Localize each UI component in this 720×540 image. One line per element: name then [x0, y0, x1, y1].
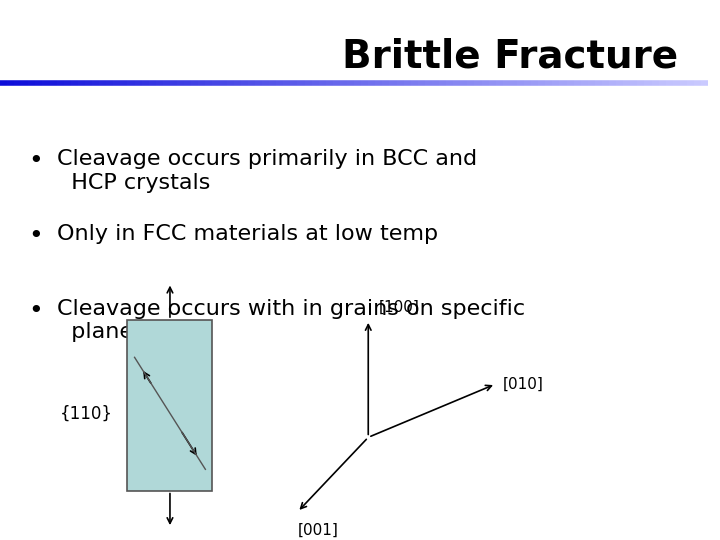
- Text: Brittle Fracture: Brittle Fracture: [342, 37, 678, 76]
- Text: •: •: [28, 150, 43, 173]
- Text: {110}: {110}: [60, 405, 113, 423]
- Text: [100]: [100]: [379, 300, 420, 315]
- Text: Cleavage occurs with in grains on specific
  planes: Cleavage occurs with in grains on specif…: [57, 299, 525, 342]
- Text: [001]: [001]: [297, 523, 338, 538]
- Bar: [127, 320, 212, 491]
- Text: Only in FCC materials at low temp: Only in FCC materials at low temp: [57, 224, 438, 244]
- Text: •: •: [28, 299, 43, 323]
- Text: Cleavage occurs primarily in BCC and
  HCP crystals: Cleavage occurs primarily in BCC and HCP…: [57, 150, 477, 193]
- Text: •: •: [28, 224, 43, 248]
- Text: [010]: [010]: [503, 376, 544, 392]
